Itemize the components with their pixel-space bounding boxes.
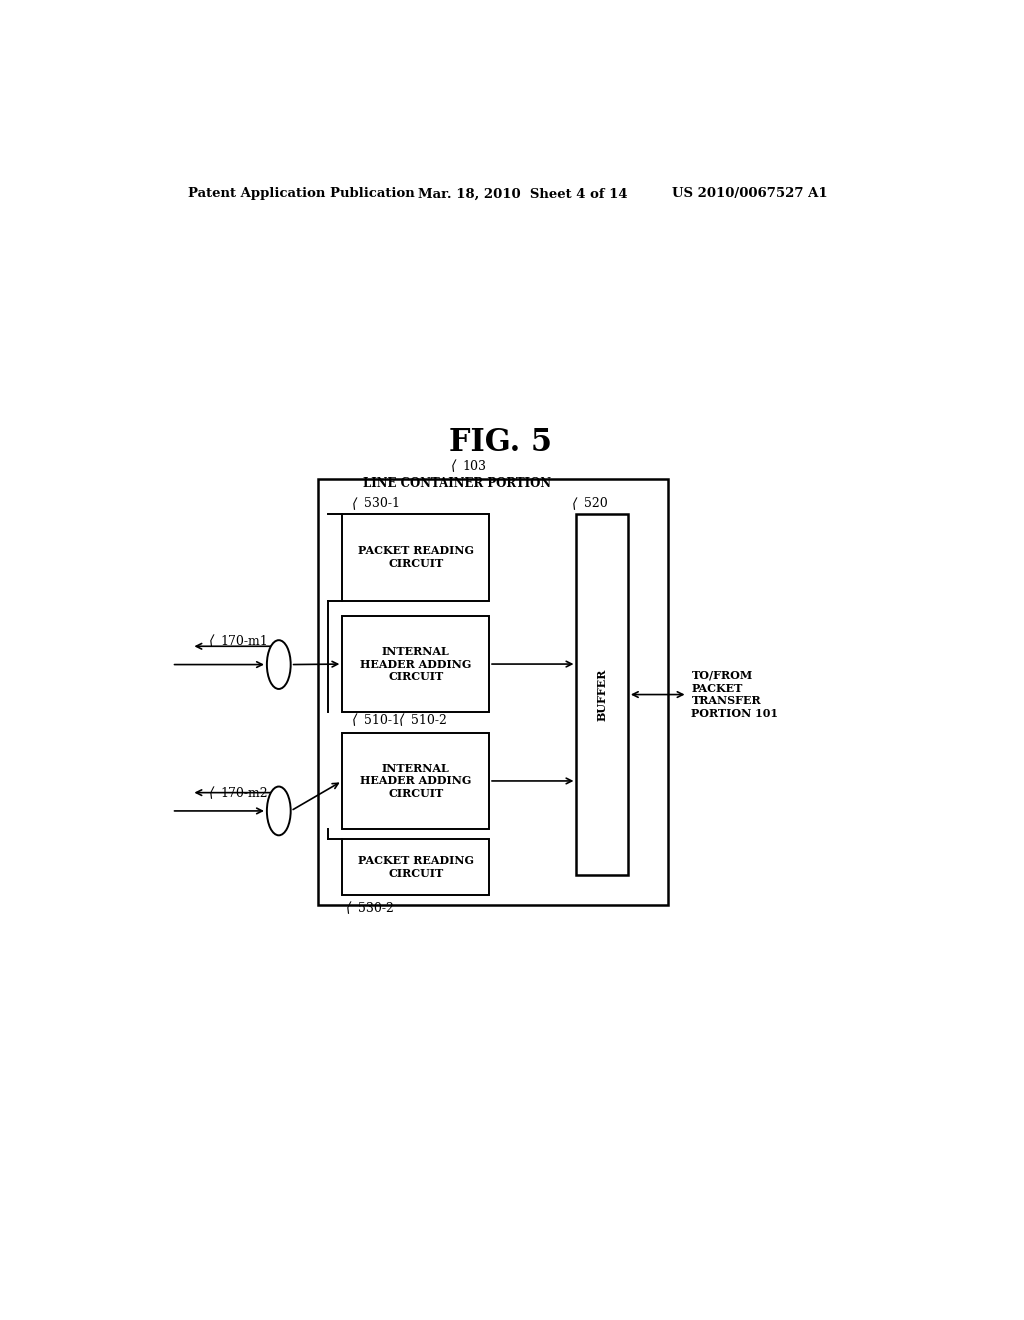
Text: LINE CONTAINER PORTION: LINE CONTAINER PORTION [364,477,551,490]
Text: ⟨: ⟨ [451,459,456,474]
Text: INTERNAL
HEADER ADDING
CIRCUIT: INTERNAL HEADER ADDING CIRCUIT [360,645,471,682]
Bar [577,515,628,875]
Text: 530-2: 530-2 [358,902,394,915]
Text: 520: 520 [585,498,608,511]
Bar [342,733,489,829]
Text: 103: 103 [463,459,486,473]
Ellipse shape [267,640,291,689]
Text: ⟨: ⟨ [399,714,404,727]
Text: 170-m1: 170-m1 [221,635,268,648]
Text: INTERNAL
HEADER ADDING
CIRCUIT: INTERNAL HEADER ADDING CIRCUIT [360,763,471,799]
Bar [342,515,489,601]
Text: PACKET READING
CIRCUIT: PACKET READING CIRCUIT [357,545,474,569]
Text: 170-m2: 170-m2 [221,787,268,800]
Text: ⟨: ⟨ [209,634,214,648]
Bar [318,479,668,906]
Text: 530-1: 530-1 [364,498,399,511]
Ellipse shape [267,787,291,836]
Bar [342,840,489,895]
Text: 510-1: 510-1 [364,714,399,727]
Text: US 2010/0067527 A1: US 2010/0067527 A1 [672,187,827,201]
Text: TO/FROM
PACKET
TRANSFER
PORTION 101: TO/FROM PACKET TRANSFER PORTION 101 [691,669,778,719]
Bar [342,615,489,713]
Text: Mar. 18, 2010  Sheet 4 of 14: Mar. 18, 2010 Sheet 4 of 14 [418,187,628,201]
Text: BUFFER: BUFFER [597,668,607,721]
Text: ⟨: ⟨ [572,496,578,511]
Text: PACKET READING
CIRCUIT: PACKET READING CIRCUIT [357,855,474,879]
Text: ⟨: ⟨ [346,902,351,916]
Text: ⟨: ⟨ [351,496,356,511]
Text: FIG. 5: FIG. 5 [450,428,553,458]
Text: Patent Application Publication: Patent Application Publication [187,187,415,201]
Text: ⟨: ⟨ [209,787,214,801]
Text: 510-2: 510-2 [412,714,447,727]
Text: ⟨: ⟨ [351,714,356,727]
